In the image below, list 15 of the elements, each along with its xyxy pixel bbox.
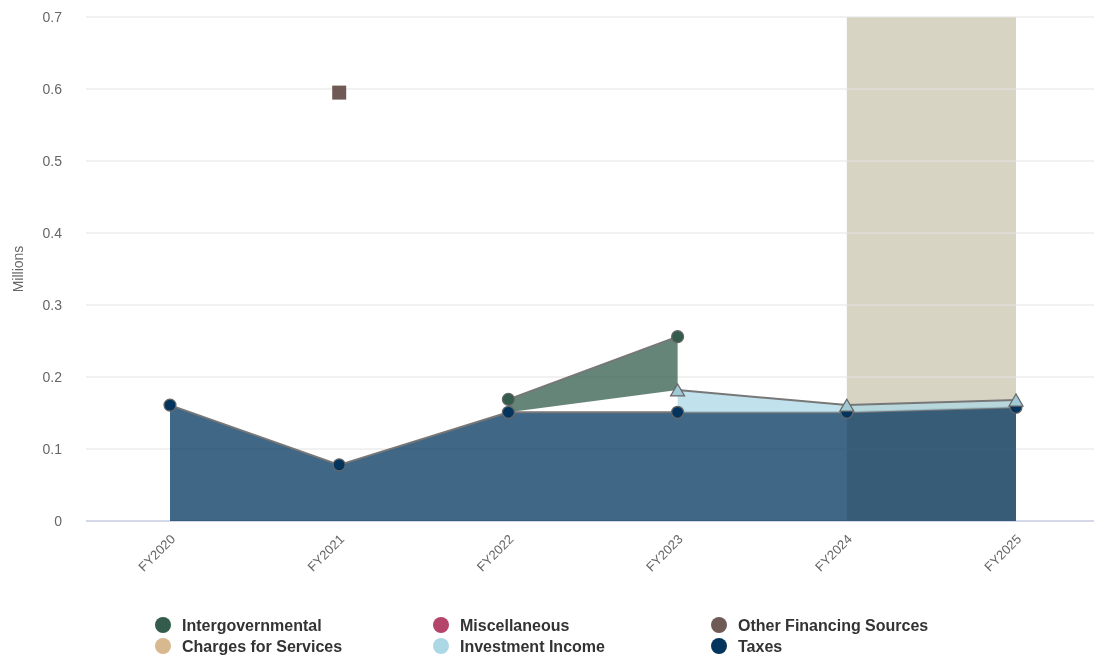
legend-label: Other Financing Sources (738, 617, 929, 634)
y-tick-label: 0.1 (42, 441, 63, 457)
legend-label: Intergovernmental (182, 617, 322, 634)
y-tick-label: 0 (54, 513, 63, 529)
y-tick-label: 0.6 (42, 81, 63, 97)
legend-label: Charges for Services (182, 638, 343, 655)
y-tick-label: 0.4 (42, 225, 63, 241)
y-tick-label: 0.5 (42, 153, 63, 169)
y-axis-title: Millions (10, 245, 26, 293)
y-tick-label: 0.2 (42, 369, 63, 385)
legend-label: Miscellaneous (460, 617, 570, 634)
y-tick-label: 0.3 (42, 297, 63, 313)
y-tick-label: 0.7 (42, 9, 63, 25)
legend-label: Investment Income (460, 638, 606, 655)
legend-label: Taxes (738, 638, 783, 655)
